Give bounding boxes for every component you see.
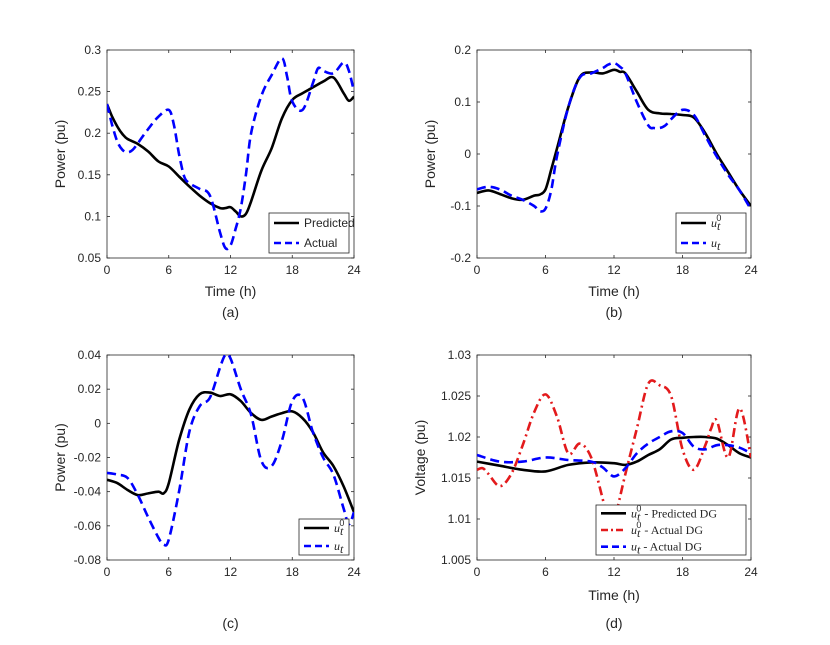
y-tick-label: 0.1 [84,209,101,223]
x-axis-label: Time (h) [205,283,257,299]
x-tick-label: 6 [542,263,549,277]
legend-label: ut [711,236,721,253]
x-tick-label: 0 [104,565,111,579]
legend-label: ut0 - Actual DG [631,520,703,540]
x-tick-label: 6 [542,565,549,579]
y-tick-label: 0.25 [78,85,102,99]
y-tick-label: -0.08 [74,553,102,567]
x-tick-label: 18 [676,263,690,277]
y-tick-label: -0.06 [74,519,102,533]
panel-caption: (a) [222,304,239,320]
chart-panel-d: 0 6 12 18 24 1.005 1.01 1.015 1.02 1.025 1.03 Time … [412,348,758,631]
y-tick-label: -0.1 [450,199,471,213]
series-line-1 [477,68,751,207]
legend-box [675,212,747,254]
y-tick-label: 0.15 [78,168,102,182]
x-tick-label: 18 [286,565,300,579]
legend-label: ut [334,539,344,556]
x-tick-label: 24 [744,565,758,579]
x-tick-label: 0 [474,263,481,277]
legend-label: Actual [304,236,337,250]
x-tick-label: 18 [286,263,300,277]
chart-panel-a: 0 6 12 18 24 0.05 0.1 0.15 0.2 0.25 0.3 Time (h) Pow… [52,43,361,320]
legend-label: Predicted [304,216,355,230]
legend-label: ut - Actual DG [631,540,702,557]
x-tick-label: 0 [474,565,481,579]
y-tick-label: 1.01 [448,512,472,526]
y-tick-label: 0.1 [454,95,471,109]
x-tick-label: 12 [224,565,238,579]
y-axis-label: Power (pu) [52,120,68,188]
y-tick-label: 0.04 [78,348,102,362]
panel-caption: (b) [605,304,622,320]
y-axis-label: Power (pu) [422,120,438,188]
x-tick-label: 6 [165,263,172,277]
legend-label: ut0 [711,213,721,233]
y-tick-label: 0.2 [84,126,101,140]
x-tick-label: 18 [676,565,690,579]
legend-label: ut0 - Predicted DG [631,503,717,523]
panel-caption: (c) [222,615,238,631]
y-tick-label: 0 [94,416,101,430]
chart-panel-c: 0 6 12 18 24 -0.08 -0.06 -0.04 -0.02 0 0.02 0.04 Pow… [52,348,361,631]
y-tick-label: 0 [464,147,471,161]
y-tick-label: 1.005 [441,553,471,567]
x-axis-label: Time (h) [588,283,640,299]
legend-label: ut0 [334,518,344,538]
x-tick-label: 12 [224,263,238,277]
y-tick-label: -0.2 [450,251,471,265]
series-line-1 [107,75,354,218]
y-tick-label: 1.03 [448,348,472,362]
series-line-2 [107,57,354,251]
y-tick-label: -0.04 [74,485,102,499]
panel-caption: (d) [605,615,622,631]
x-tick-label: 12 [607,565,621,579]
x-tick-label: 24 [347,263,361,277]
series-line-2 [477,61,751,213]
x-axis-label: Time (h) [588,587,640,603]
y-tick-label: 1.02 [448,430,472,444]
y-axis-label: Power (pu) [52,423,68,491]
x-tick-label: 24 [347,565,361,579]
y-tick-label: 1.025 [441,389,471,403]
y-tick-label: 0.05 [78,251,102,265]
x-tick-label: 12 [607,263,621,277]
legend: Predicted Actual [268,212,355,254]
y-tick-label: 0.3 [84,43,101,57]
legend-box [268,212,350,254]
series-line-2 [107,355,354,547]
series-line-1 [477,435,751,473]
legend: ut0 ut [675,212,747,254]
y-tick-label: 0.02 [78,382,102,396]
x-tick-label: 0 [104,263,111,277]
legend-box [298,518,350,556]
series-line-3 [477,429,751,478]
y-tick-label: 0.2 [454,43,471,57]
x-tick-label: 6 [165,565,172,579]
x-tick-label: 24 [744,263,758,277]
y-tick-label: -0.02 [74,451,102,465]
y-axis-label: Voltage (pu) [412,420,428,496]
chart-panel-b: 0 6 12 18 24 -0.2 -0.1 0 0.1 0.2 Time (h) Power (pu… [422,43,758,320]
y-tick-label: 1.015 [441,471,471,485]
